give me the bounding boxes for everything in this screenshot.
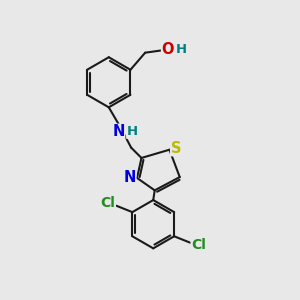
Text: H: H bbox=[176, 43, 187, 56]
Text: H: H bbox=[127, 125, 138, 138]
Text: Cl: Cl bbox=[191, 238, 206, 252]
Text: O: O bbox=[162, 42, 174, 57]
Text: N: N bbox=[124, 170, 136, 185]
Text: N: N bbox=[112, 124, 125, 139]
Text: S: S bbox=[171, 141, 181, 156]
Text: Cl: Cl bbox=[100, 196, 115, 210]
